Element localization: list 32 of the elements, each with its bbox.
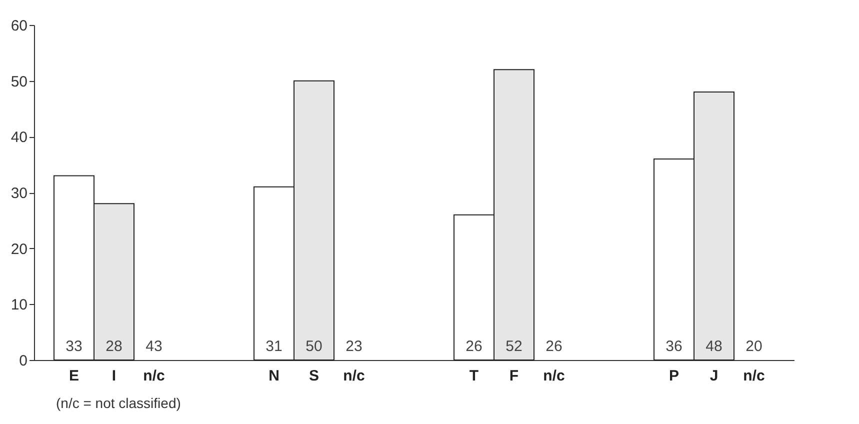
data-label: 48 xyxy=(706,338,722,355)
x-tick-label: F xyxy=(509,368,519,384)
y-tick-label: 20 xyxy=(10,240,28,258)
y-tick-label: 50 xyxy=(10,73,28,90)
x-tick-label: T xyxy=(469,368,479,384)
x-tick-label: n/c xyxy=(543,368,565,384)
text: (n/c = not classified) xyxy=(56,395,181,411)
x-tick-label: N xyxy=(268,368,280,384)
y-tick-label: 10 xyxy=(10,296,28,314)
data-label: 50 xyxy=(306,338,322,355)
x-tick-label: I xyxy=(112,368,116,384)
data-label: 36 xyxy=(666,338,682,355)
text: 26 xyxy=(546,338,562,355)
x-tick-label: J xyxy=(710,368,718,384)
x-tick-label: n/c xyxy=(343,368,365,384)
data-label: 31 xyxy=(266,338,282,355)
x-tick-label: n/c xyxy=(143,368,165,384)
y-tick-label: 40 xyxy=(10,129,28,146)
y-tick-label: 60 xyxy=(10,18,28,34)
text: 20 xyxy=(746,338,762,355)
x-tick-label: S xyxy=(308,368,320,384)
y-tick-label: 30 xyxy=(10,185,28,202)
text: 23 xyxy=(346,338,362,355)
data-label: 52 xyxy=(506,338,522,355)
x-tick-label: P xyxy=(668,368,680,384)
x-tick-label: n/c xyxy=(743,368,765,384)
x-tick-label: E xyxy=(68,368,80,384)
y-tick-label: 0 xyxy=(19,352,28,370)
data-label: 33 xyxy=(66,338,82,355)
data-label: 28 xyxy=(106,338,122,355)
data-label: 26 xyxy=(466,338,482,355)
text: 43 xyxy=(146,338,162,355)
